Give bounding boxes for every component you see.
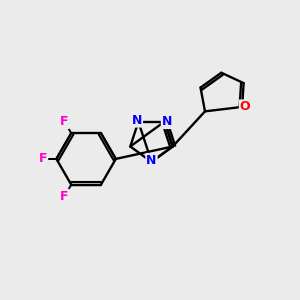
Text: O: O (240, 100, 250, 113)
Text: N: N (132, 114, 142, 127)
Text: F: F (60, 190, 69, 203)
Text: N: N (146, 154, 157, 167)
Text: F: F (39, 152, 47, 165)
Text: N: N (162, 115, 173, 128)
Text: N: N (162, 114, 172, 127)
Text: F: F (60, 115, 69, 128)
Text: S: S (147, 155, 156, 168)
